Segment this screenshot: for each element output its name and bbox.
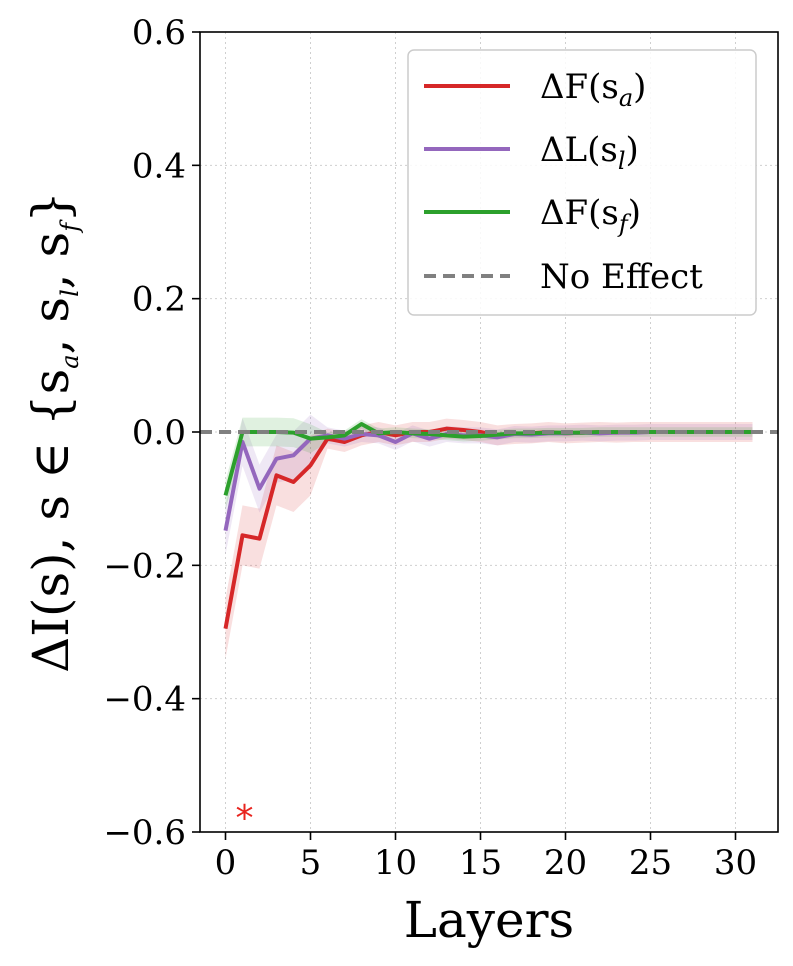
legend-entry-delta-f-sa: ΔF(sa) <box>424 67 646 112</box>
x-tick-label: 15 <box>459 843 502 883</box>
legend-label-delta-l-sl: ΔL(sl) <box>540 130 639 175</box>
series-band-1 <box>225 414 753 555</box>
y-tick-label: 0.6 <box>132 13 186 53</box>
y-tick-label: −0.6 <box>103 813 186 853</box>
y-tick-label: 0.2 <box>132 280 186 320</box>
axis-ticks: 0 5 10 15 20 25 30 −0.6 −0.4 −0.2 0.0 0.2 0.4 0.6 <box>103 13 757 883</box>
y-tick-label: 0.0 <box>132 413 186 453</box>
legend-label-delta-f-sa: ΔF(sa) <box>540 67 646 112</box>
x-tick-label: 10 <box>374 843 417 883</box>
confidence-bands <box>225 414 753 659</box>
series-lines <box>200 422 778 630</box>
x-axis-label: Layers <box>404 891 574 949</box>
y-tick-label: −0.2 <box>103 546 186 586</box>
x-tick-label: 30 <box>714 843 757 883</box>
y-tick-label: −0.4 <box>103 680 186 720</box>
legend: ΔF(sa) ΔL(sl) ΔF(sf) No Effect <box>407 49 757 316</box>
significance-marker: * <box>236 798 254 839</box>
legend-entry-no-effect: No Effect <box>424 257 703 297</box>
y-axis-label: ΔI(s), s ∈ {sa, sl, sf} <box>22 191 84 673</box>
legend-entry-delta-l-sl: ΔL(sl) <box>424 130 639 175</box>
x-tick-label: 25 <box>629 843 672 883</box>
legend-box <box>407 49 757 316</box>
x-tick-label: 0 <box>215 843 237 883</box>
legend-entry-delta-f-sf: ΔF(sf) <box>424 193 641 238</box>
legend-label-no-effect: No Effect <box>540 257 703 297</box>
legend-label-delta-f-sf: ΔF(sf) <box>540 193 641 238</box>
y-tick-label: 0.4 <box>132 146 186 186</box>
x-tick-label: 20 <box>544 843 587 883</box>
x-tick-label: 5 <box>300 843 322 883</box>
